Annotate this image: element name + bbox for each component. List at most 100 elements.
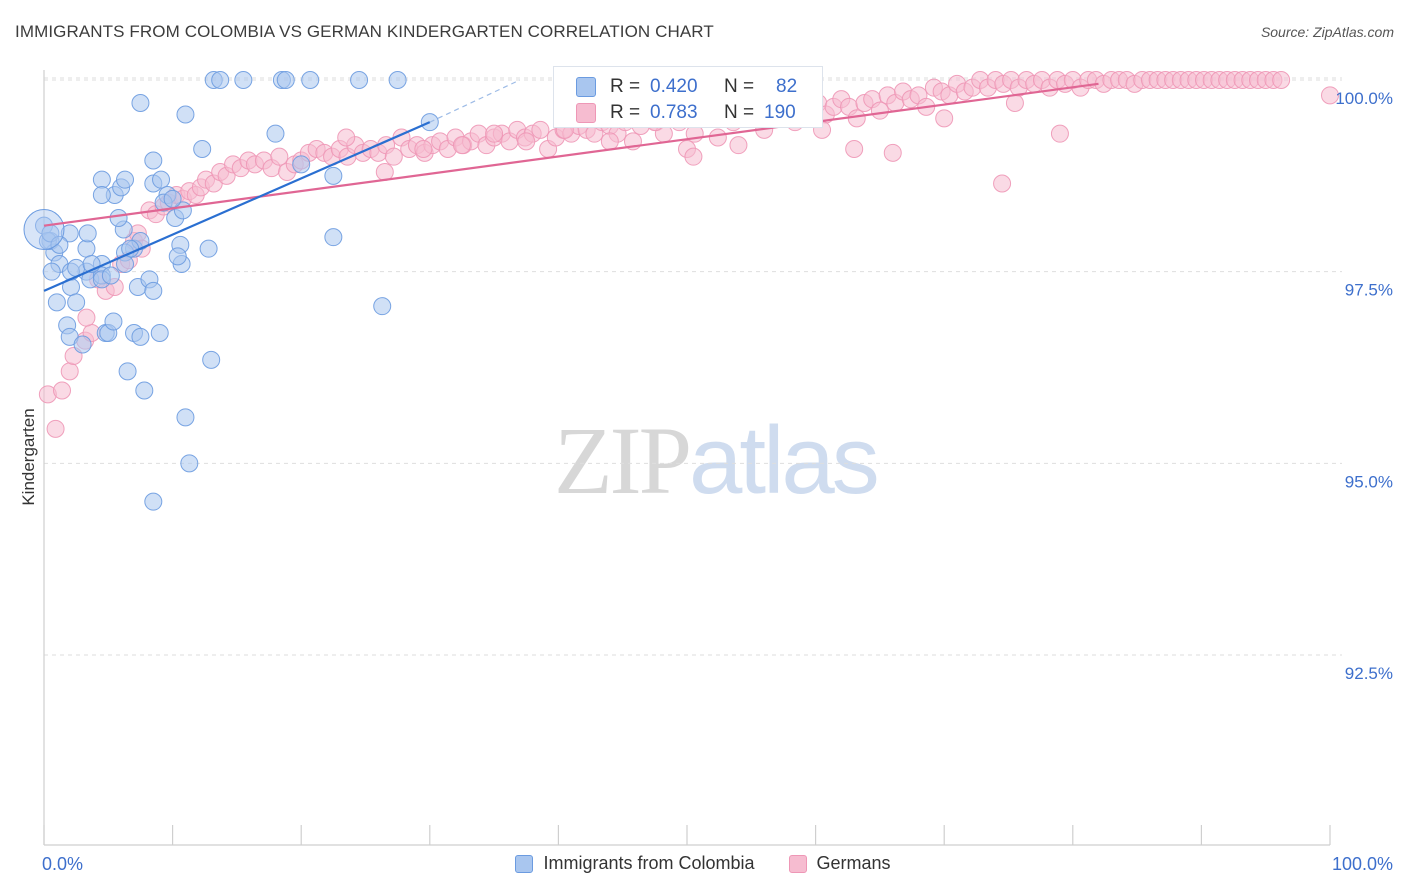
- legend-item-germans[interactable]: Germans: [788, 853, 891, 874]
- germans-point: [1272, 71, 1291, 89]
- germans-point: [452, 136, 471, 155]
- colombia-point: [144, 492, 163, 511]
- germans-point: [531, 120, 550, 139]
- colombia-points: [23, 71, 439, 511]
- legend-label-colombia: Immigrants from Colombia: [543, 853, 755, 873]
- germans-point: [1321, 86, 1339, 105]
- colombia-point: [144, 281, 163, 300]
- colombia-point: [373, 297, 392, 316]
- colombia-point: [276, 71, 295, 89]
- r-value-colombia: 0.420: [650, 76, 698, 97]
- germans-point: [270, 147, 289, 166]
- germans-point: [60, 362, 79, 381]
- colombia-point: [60, 224, 79, 243]
- y-tick-label: 97.5%: [1345, 281, 1393, 300]
- legend: Immigrants from Colombia Germans: [0, 853, 1406, 874]
- germans-point: [684, 147, 703, 166]
- colombia-point: [324, 166, 343, 185]
- n-label: N =: [724, 102, 755, 123]
- colombia-point: [104, 312, 123, 331]
- colombia-point: [116, 170, 135, 189]
- trend-lines: [43, 79, 1099, 292]
- germans-point: [883, 143, 902, 162]
- stats-row-colombia: R = 0.420 N = 82: [576, 76, 797, 98]
- germans-point: [600, 132, 619, 151]
- colombia-point: [109, 209, 128, 227]
- colombia-point: [50, 235, 69, 254]
- germans-point: [337, 128, 356, 147]
- axes: [43, 70, 1331, 846]
- colombia-point: [350, 71, 369, 89]
- colombia-point: [199, 239, 218, 258]
- colombia-point: [193, 140, 212, 158]
- n-value-colombia: 82: [776, 76, 798, 97]
- germans-point: [729, 136, 748, 155]
- watermark-atlas: atlas: [689, 407, 880, 514]
- germans-point: [935, 109, 954, 128]
- colombia-point: [176, 105, 195, 124]
- n-value-germans: 190: [764, 102, 796, 123]
- colombia-point: [47, 293, 66, 312]
- colombia-point: [211, 71, 230, 89]
- germans-point: [708, 128, 727, 147]
- germans-point: [46, 419, 65, 438]
- germans-point: [384, 147, 403, 166]
- legend-swatch-colombia: [515, 854, 534, 873]
- colombia-point: [77, 239, 96, 258]
- colombia-point: [144, 151, 163, 170]
- r-label: R =: [610, 76, 641, 97]
- watermark: ZIPatlas: [554, 405, 880, 516]
- colombia-point: [202, 350, 221, 369]
- colombia-point: [266, 124, 285, 143]
- legend-label-germans: Germans: [816, 853, 891, 873]
- colombia-point: [42, 262, 61, 281]
- colombia-point: [78, 224, 97, 243]
- colombia-point: [92, 170, 111, 189]
- colombia-point: [101, 266, 120, 285]
- germans-point: [77, 308, 96, 327]
- stats-box: R = 0.420 N = 82 R = 0.783 N = 190: [553, 66, 823, 128]
- germans-point: [53, 381, 72, 400]
- colombia-point: [234, 71, 253, 89]
- legend-swatch-germans: [788, 854, 807, 873]
- colombia-point: [180, 454, 199, 473]
- colombia-point: [73, 335, 92, 354]
- x-tick-label-max: 100.0%: [1332, 854, 1393, 874]
- y-tick-label: 100.0%: [1335, 89, 1393, 108]
- stats-row-germans: R = 0.783 N = 190: [576, 102, 796, 124]
- y-tick-label: 92.5%: [1345, 664, 1393, 683]
- colombia-point: [23, 209, 65, 250]
- colombia-point: [92, 186, 111, 204]
- colombia-point: [131, 327, 150, 346]
- germans-point: [847, 109, 866, 128]
- n-label: N =: [724, 76, 755, 97]
- legend-item-colombia[interactable]: Immigrants from Colombia: [515, 853, 755, 874]
- germans-point: [845, 140, 864, 158]
- germans-point: [517, 132, 536, 151]
- y-tick-label: 95.0%: [1345, 472, 1393, 491]
- colombia-point: [118, 362, 137, 381]
- colombia-point: [152, 170, 171, 189]
- stats-swatch-colombia: [576, 77, 596, 97]
- germans-point: [1005, 94, 1024, 112]
- colombia-point: [176, 408, 195, 427]
- germans-point: [870, 101, 889, 120]
- colombia-point: [301, 71, 320, 89]
- colombia-trend-extension: [429, 79, 521, 123]
- germans-point: [485, 124, 504, 143]
- y-axis-label: Kindergarten: [19, 408, 38, 505]
- axis-labels: 92.5% 95.0% 97.5% 100.0% 0.0% 100.0% Kindergar…: [19, 89, 1393, 874]
- r-value-germans: 0.783: [650, 102, 698, 123]
- chart-title: IMMIGRANTS FROM COLOMBIA VS GERMAN KINDE…: [15, 22, 714, 41]
- germans-point: [993, 174, 1012, 193]
- source-label: Source: ZipAtlas.com: [1260, 24, 1394, 40]
- watermark-zip: ZIP: [554, 407, 692, 514]
- colombia-point: [324, 228, 343, 247]
- x-tick-label-min: 0.0%: [42, 854, 83, 874]
- colombia-point: [163, 189, 182, 208]
- r-label: R =: [610, 102, 641, 123]
- colombia-point: [67, 293, 86, 312]
- colombia-point: [150, 324, 169, 342]
- colombia-point: [292, 155, 311, 174]
